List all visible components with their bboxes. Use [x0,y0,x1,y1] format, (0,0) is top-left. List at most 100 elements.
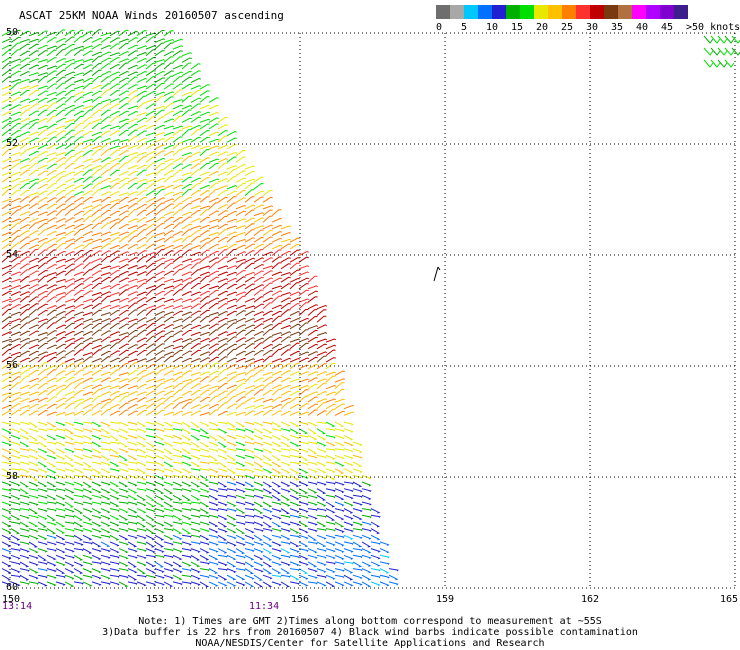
wind-barb [262,514,273,520]
wind-barb [91,454,102,459]
wind-barb [298,298,310,303]
wind-barb [154,216,165,223]
wind-barb [10,152,22,157]
wind-barb [334,488,345,494]
wind-barb [28,248,39,256]
wind-barb [145,269,156,276]
wind-barb [64,342,75,350]
wind-barb [343,421,354,426]
wind-barb [235,258,247,263]
wind-barb [181,243,192,250]
wind-barb [100,103,111,110]
wind-barb [64,534,75,538]
wind-barb [145,410,156,416]
wind-barb [190,163,201,170]
wind-barb [28,548,39,554]
wind-barb [73,85,85,90]
wind-barb [10,528,21,535]
wind-barb [37,441,48,448]
wind-barb [64,448,75,453]
wind-barb [307,461,318,466]
wind-barb [217,410,228,416]
wind-barb [19,236,30,243]
wind-barb [19,158,30,163]
wind-barb [190,297,201,303]
wind-barb [280,276,291,283]
wind-barb [361,474,372,480]
wind-barb [136,95,147,103]
wind-barb [55,403,66,410]
wind-barb [55,474,66,480]
wind-barb [28,192,40,197]
wind-barb [172,184,183,190]
wind-barb [64,122,75,130]
wind-barb [199,302,210,310]
wind-barb [118,581,129,588]
wind-barb [208,395,219,403]
wind-barb [64,36,75,43]
wind-barb [235,468,246,472]
wind-barb [82,50,93,57]
wind-barb [19,421,30,426]
wind-barb [208,131,219,137]
wind-barb [253,581,264,588]
wind-barb [136,568,146,575]
wind-barb [100,57,111,63]
wind-barb [172,191,184,197]
wind-barb [100,356,111,363]
wind-barb [244,165,256,170]
wind-barb [181,390,192,396]
wind-barb [64,421,75,427]
wind-barb [145,132,157,137]
wind-barb [136,58,147,63]
wind-barb [208,441,219,447]
wind-barb [37,376,48,383]
wind-barb [208,385,220,390]
wind-barb [253,303,264,310]
wind-barb [127,370,138,376]
wind-barb [109,534,120,541]
wind-barb [46,157,57,163]
wind-barb [28,521,39,528]
wind-barb [109,130,120,137]
wind-barb [316,494,326,501]
wind-barb [136,317,147,323]
wind-barb [100,243,111,250]
wind-barb [127,50,138,57]
wind-barb [127,474,138,480]
wind-barb [136,534,147,540]
wind-barb [64,468,75,473]
wind-barb [289,508,300,513]
wind-barb [100,350,111,356]
wind-barb [253,454,264,461]
wind-barb [73,136,84,143]
wind-barb [352,454,363,459]
wind-barb [307,434,318,441]
wind-barb [55,175,66,183]
wind-barb [325,338,337,343]
wind-barb [154,222,165,230]
wind-barb [154,297,165,303]
wind-barb [100,434,111,439]
wind-barb [37,382,48,390]
wind-barb [109,568,120,572]
wind-barb [127,90,138,97]
wind-barb [127,494,138,501]
wind-barb [109,276,120,283]
legend-swatch [478,5,492,19]
wind-barb [181,514,192,520]
wind-barb [334,481,345,486]
wind-barb [163,351,175,356]
wind-barb [361,548,372,554]
wind-barb [226,298,238,303]
wind-barb [253,337,264,343]
wind-barb [28,554,39,560]
wind-barb [199,275,210,283]
wind-barb [316,568,327,573]
wind-barb [163,42,174,50]
wind-barb [64,143,75,150]
wind-barb [10,205,22,210]
wind-barb [1,117,12,123]
wind-barb [208,145,220,150]
wind-barb [190,262,201,270]
